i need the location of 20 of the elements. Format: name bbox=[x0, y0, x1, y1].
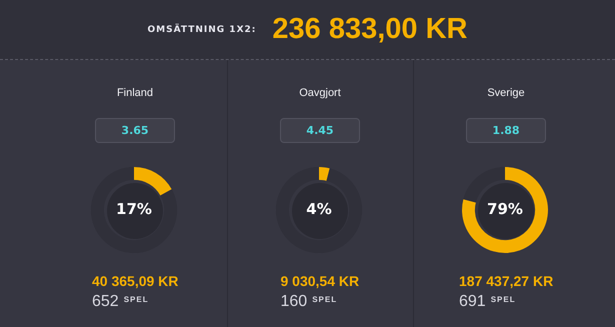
chart-title: Oavgjort bbox=[298, 87, 342, 99]
text: SPEL bbox=[490, 295, 516, 304]
data-label: 17% bbox=[116, 200, 152, 218]
text: 187 437,27 KR bbox=[459, 273, 554, 289]
text: OMSÄTTNING 1X2: bbox=[148, 24, 256, 34]
data-label: 4% bbox=[306, 200, 332, 218]
text: 40 365,09 KR bbox=[92, 273, 178, 289]
chart-subtitle: 3.65 bbox=[95, 118, 175, 143]
text: 691 bbox=[459, 293, 486, 310]
chart-title: Sverige bbox=[486, 87, 526, 99]
chart-subtitle: 1.88 bbox=[466, 118, 546, 143]
chart-title: Finland bbox=[116, 87, 154, 99]
text: SPEL bbox=[312, 295, 338, 304]
text: 652 bbox=[92, 293, 119, 310]
data-label: 79% bbox=[487, 200, 523, 218]
text: 9 030,54 KR bbox=[280, 273, 360, 289]
chart-subtitle: 4.45 bbox=[280, 118, 360, 143]
text: 236 833,00 KR bbox=[272, 13, 468, 46]
text: 160 bbox=[280, 293, 308, 310]
text: SPEL bbox=[124, 295, 149, 304]
